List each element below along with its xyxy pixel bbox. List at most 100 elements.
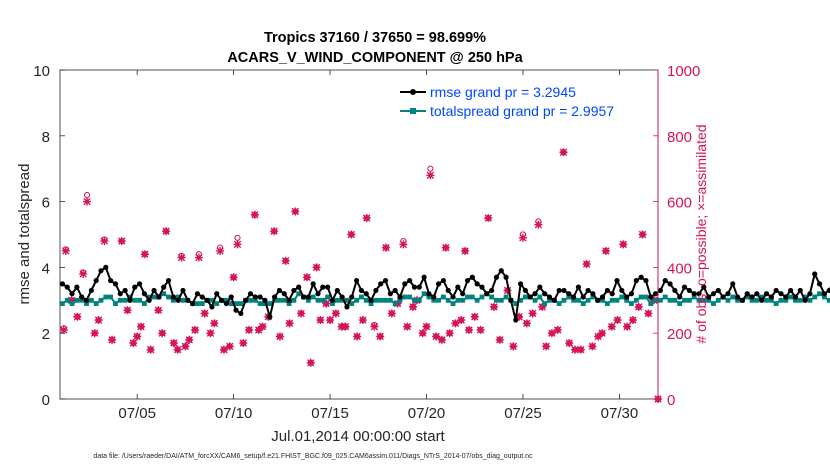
rmse-point <box>657 287 664 294</box>
rmse-point <box>672 287 678 294</box>
rmse-point <box>272 294 278 300</box>
rmse-point <box>310 281 316 287</box>
obs-assimilated-point <box>73 312 82 321</box>
rmse-point <box>662 277 668 284</box>
obs-assimilated-point <box>559 148 568 157</box>
rmse-point <box>151 287 157 294</box>
obs-assimilated-point <box>200 309 209 318</box>
obs-assimilated-point <box>270 227 279 236</box>
obs-assimilated-point <box>129 339 138 348</box>
totalspread-point <box>151 294 157 300</box>
obs-assimilated-point <box>302 273 311 282</box>
rmse-point <box>734 294 741 300</box>
obs-assimilated-point <box>582 260 591 269</box>
totalspread-point <box>233 301 239 306</box>
obs-assimilated-point <box>370 322 379 331</box>
y-axis-label-left: rmse and totalspread <box>16 164 33 305</box>
totalspread-point <box>402 294 408 300</box>
rmse-point <box>445 287 451 294</box>
rmse-point <box>392 287 398 294</box>
totalspread-point <box>682 297 687 303</box>
totalspread-point <box>161 291 167 297</box>
rmse-point <box>122 287 128 294</box>
totalspread-point <box>571 297 577 303</box>
rmse-point <box>334 287 340 294</box>
totalspread-point <box>532 297 538 303</box>
totalspread-point <box>513 301 519 306</box>
totalspread-point <box>392 301 398 306</box>
obs-assimilated-point <box>522 319 531 328</box>
totalspread-point <box>74 297 80 303</box>
x-tick-label: 07/15 <box>311 405 349 422</box>
rmse-point <box>300 294 307 300</box>
rmse-point <box>88 287 94 294</box>
obs-count-layer <box>59 148 662 403</box>
obs-assimilated-point <box>623 322 632 331</box>
rmse-point <box>440 277 446 284</box>
rmse-point <box>421 274 427 280</box>
rmse-point <box>730 281 736 287</box>
rmse-point <box>551 297 557 303</box>
rmse-point <box>387 291 393 297</box>
rmse-point <box>161 284 167 290</box>
totalspread-point <box>556 301 562 306</box>
obs-assimilated-point <box>565 339 574 348</box>
totalspread-point <box>330 301 335 306</box>
rmse-point <box>460 291 466 297</box>
rmse-point <box>609 291 615 297</box>
rmse-point <box>537 284 543 290</box>
rmse-point <box>349 294 355 300</box>
obs-assimilated-point <box>382 243 391 252</box>
rmse-point <box>667 281 673 287</box>
plot-frame <box>59 69 659 400</box>
totalspread-point <box>793 297 798 303</box>
totalspread-point <box>445 297 451 303</box>
rmse-point <box>103 264 109 270</box>
totalspread-point <box>624 297 630 303</box>
rmse-point <box>402 281 408 287</box>
rmse-point <box>517 281 524 287</box>
totalspread-point <box>334 297 340 303</box>
obs-assimilated-point <box>542 342 551 351</box>
obs-assimilated-point <box>322 299 331 308</box>
rmse-point <box>136 281 143 287</box>
obs-assimilated-point <box>239 339 248 348</box>
y-left-tick-label: 4 <box>42 260 50 277</box>
obs-assimilated-point <box>216 246 225 255</box>
totalspread-point <box>305 297 311 303</box>
totalspread-point <box>436 297 441 303</box>
rmse-point <box>185 297 191 303</box>
y-right-tick-label: 600 <box>667 195 692 212</box>
rmse-point <box>98 268 104 274</box>
obs-assimilated-point <box>312 263 321 272</box>
x-tick-label: 07/30 <box>601 405 639 422</box>
y-right-tick-label: 400 <box>667 260 692 277</box>
totalspread-point <box>378 297 384 303</box>
totalspread-point <box>619 294 625 300</box>
rmse-point <box>426 291 432 297</box>
totalspread-point <box>248 297 253 303</box>
obs-assimilated-point <box>528 309 537 318</box>
obs-assimilated-point <box>154 306 163 315</box>
totalspread-point <box>730 294 736 300</box>
totalspread-point <box>79 297 85 303</box>
rmse-point <box>156 294 162 300</box>
obs-assimilated-point <box>644 309 653 318</box>
obs-assimilated-point <box>422 322 431 331</box>
totalspread-point <box>677 301 683 306</box>
rmse-point <box>643 277 649 284</box>
totalspread-point <box>421 291 427 297</box>
totalspread-point <box>416 297 422 303</box>
obs-assimilated-point <box>177 253 186 262</box>
totalspread-point <box>88 297 94 303</box>
totalspread-point <box>609 297 615 303</box>
rmse-point <box>701 284 707 290</box>
rmse-point <box>797 287 803 294</box>
rmse-point <box>513 317 519 323</box>
totalspread-point <box>108 294 114 300</box>
obs-assimilated-point <box>509 342 518 351</box>
totalspread-point <box>826 297 830 303</box>
totalspread-point <box>84 301 89 306</box>
rmse-point <box>243 297 249 303</box>
obs-assimilated-point <box>133 332 142 341</box>
